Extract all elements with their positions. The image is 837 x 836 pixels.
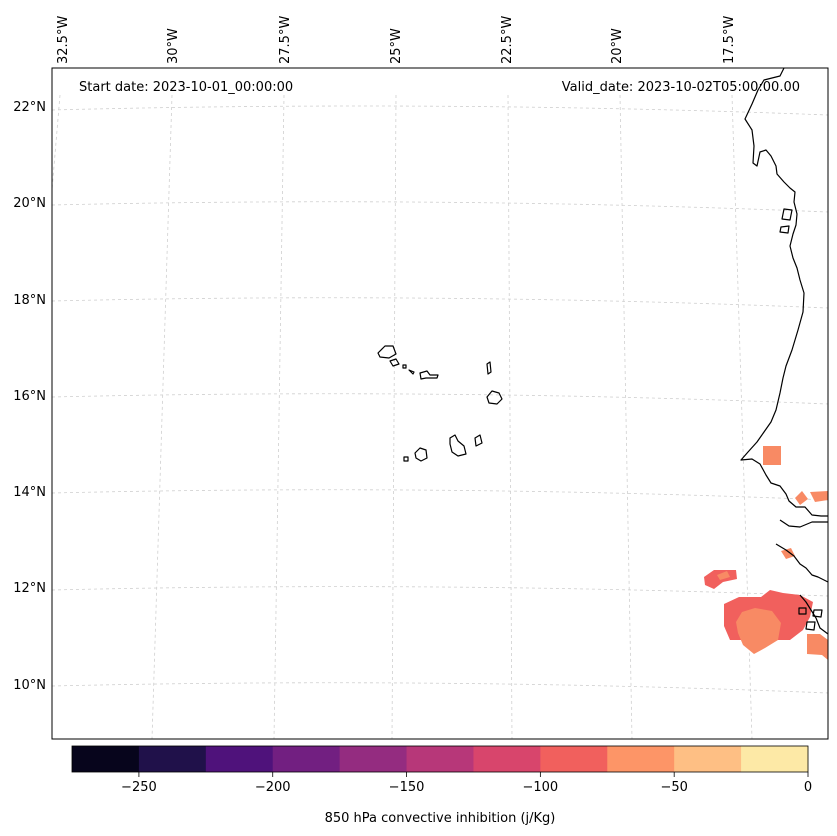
map-border [51, 67, 829, 740]
lon-label-30W: 30°W [166, 28, 181, 64]
colorbar-swatch [72, 746, 140, 772]
island-sao-vicente [389, 358, 400, 367]
colorbar-swatch [540, 746, 608, 772]
colorbar: −250 −200 −150 −100 −50 0 850 hPa convective … [71, 745, 812, 826]
latitude-labels: 22°N 20°N 18°N 16°N 14°N 12°N 10°N [13, 100, 46, 693]
lat-label-14N: 14°N [13, 485, 46, 500]
lat-label-12N: 12°N [13, 581, 46, 596]
colorbar-tick-label: −50 [660, 780, 687, 795]
lat-label-22N: 22°N [13, 100, 46, 115]
island-sao-nicolau [408, 369, 415, 375]
lat-label-20N: 20°N [13, 196, 46, 211]
coastlines [740, 68, 828, 635]
map-panel: Start date: 2023-10-01_00:00:00 Valid_da… [51, 67, 829, 740]
island-sao-nicolau-east [419, 370, 439, 380]
cin-contour-patch [810, 491, 828, 502]
colorbar-label: 850 hPa convective inhibition (j/Kg) [325, 811, 556, 826]
start-date-label: Start date: 2023-10-01_00:00:00 [79, 80, 293, 95]
cin-contour-patch [736, 608, 781, 654]
lat-label-18N: 18°N [13, 293, 46, 308]
lon-label-25W: 25°W [389, 28, 404, 64]
colorbar-border [71, 745, 809, 773]
colorbar-tick-label: −150 [389, 780, 425, 795]
cin-contour-patch [781, 548, 795, 559]
coastal-islet [798, 607, 807, 615]
colorbar-ticks: −250 −200 −150 −100 −50 0 [121, 772, 812, 795]
cape-verde-islands [377, 345, 503, 462]
cin-contour-patch [763, 446, 781, 465]
lon-label-32.5W: 32.5°W [56, 16, 71, 64]
colorbar-tick-label: −250 [121, 780, 157, 795]
colorbar-swatch [205, 746, 274, 772]
coastal-islet [805, 621, 816, 631]
convective-inhibition-contours [704, 446, 828, 660]
cin-contour-patch [807, 634, 828, 660]
colorbar-swatches [72, 746, 809, 772]
colorbar-swatch [406, 746, 474, 772]
guinea-bissau-coast [775, 543, 828, 583]
map-background [52, 68, 828, 739]
cin-contour-patch [795, 491, 808, 505]
colorbar-tick-label: 0 [804, 780, 812, 795]
colorbar-tick-label: −200 [255, 780, 291, 795]
coastal-islet [779, 225, 790, 234]
island-brava [403, 456, 409, 462]
senegambia-coast [779, 519, 828, 528]
island-santo-antao [377, 345, 397, 359]
colorbar-swatch [674, 746, 742, 772]
island-santiago [449, 434, 467, 457]
island-sal [486, 361, 492, 375]
lon-label-22.5W: 22.5°W [500, 16, 515, 64]
coastal-islet [812, 609, 823, 618]
cin-contour-patch [717, 571, 730, 580]
west-african-coastline [740, 68, 828, 517]
island-santa-luzia [402, 364, 407, 369]
lat-label-10N: 10°N [13, 678, 46, 693]
lon-label-17.5W: 17.5°W [722, 16, 737, 64]
longitude-labels: 32.5°W 30°W 27.5°W 25°W 22.5°W 20°W 17.5… [56, 16, 737, 64]
coastal-islet [781, 208, 793, 221]
lon-label-27.5W: 27.5°W [278, 16, 293, 64]
island-boa-vista [486, 390, 503, 405]
lat-label-16N: 16°N [13, 389, 46, 404]
colorbar-swatch [272, 746, 341, 772]
lon-label-20W: 20°W [610, 28, 625, 64]
colorbar-swatch [607, 746, 675, 772]
valid-date-label: Valid_date: 2023-10-02T05:00:00.00 [562, 80, 800, 95]
island-fogo [414, 447, 428, 462]
colorbar-swatch [339, 746, 408, 772]
colorbar-swatch [138, 746, 207, 772]
island-maio [474, 434, 483, 447]
colorbar-tick-label: −100 [523, 780, 559, 795]
colorbar-swatch [473, 746, 541, 772]
colorbar-swatch [741, 746, 809, 772]
